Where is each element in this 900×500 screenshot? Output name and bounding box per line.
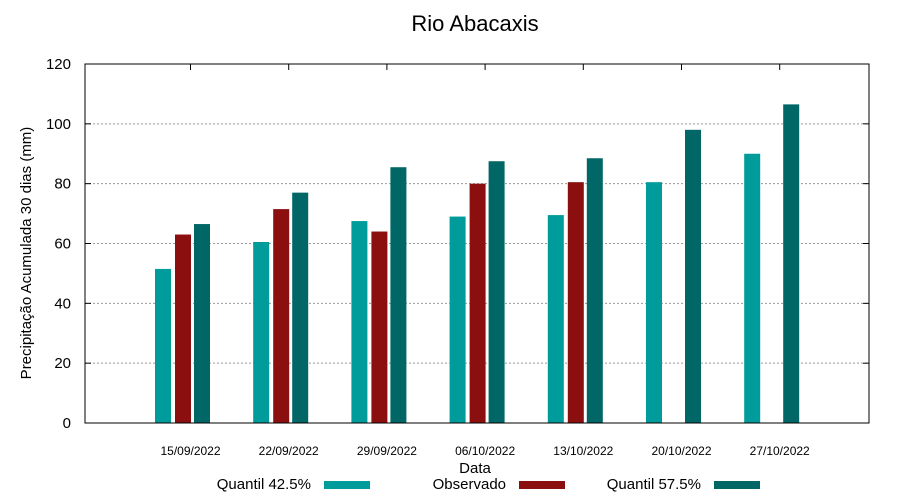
legend-label: Quantil 42.5% <box>217 476 311 493</box>
x-tick-label: 06/10/2022 <box>455 444 515 458</box>
x-tick-label: 13/10/2022 <box>553 444 613 458</box>
chart-title: Rio Abacaxis <box>411 11 538 36</box>
y-tick-label: 100 <box>46 116 71 133</box>
legend-label: Quantil 57.5% <box>607 476 701 493</box>
y-ticks: 0 20 40 60 80 100 120 <box>46 56 869 432</box>
bar <box>567 182 584 423</box>
bar <box>292 192 309 423</box>
bar <box>646 182 662 423</box>
y-tick-label: 80 <box>54 176 71 193</box>
y-tick-label: 20 <box>54 355 71 372</box>
x-tick-label: 20/10/2022 <box>651 444 711 458</box>
bars <box>155 104 800 424</box>
bar <box>155 268 171 423</box>
x-tick-label: 15/09/2022 <box>160 444 220 458</box>
bar <box>744 153 761 423</box>
x-tick-label: 22/09/2022 <box>259 444 319 458</box>
bar <box>175 234 191 423</box>
bar <box>253 242 270 423</box>
bar <box>194 224 210 423</box>
legend-swatch <box>519 481 565 489</box>
bar <box>783 104 800 423</box>
bar <box>273 209 290 423</box>
x-axis-label: Data <box>459 460 491 477</box>
bar <box>469 183 486 423</box>
bar <box>488 161 505 423</box>
bar <box>371 231 388 423</box>
legend: Quantil 42.5% Observado Quantil 57.5% <box>217 476 760 493</box>
bar <box>685 129 701 424</box>
legend-swatch <box>714 481 760 489</box>
y-tick-label: 40 <box>54 295 71 312</box>
bar <box>586 158 603 424</box>
x-tick-label: 29/09/2022 <box>357 444 417 458</box>
x-tick-label: 27/10/2022 <box>750 444 810 458</box>
bar <box>351 221 368 423</box>
bar <box>449 216 466 423</box>
y-axis-label: Precipitação Acumulada 30 dias (mm) <box>18 127 35 380</box>
legend-swatch <box>324 481 370 489</box>
bar <box>547 215 564 423</box>
y-tick-label: 60 <box>54 236 71 253</box>
x-ticks: 15/09/2022 22/09/2022 29/09/2022 06/10/2022… <box>160 64 810 458</box>
bar <box>390 167 407 423</box>
y-tick-label: 0 <box>63 415 71 432</box>
y-tick-label: 120 <box>46 56 71 73</box>
legend-label: Observado <box>433 476 506 493</box>
